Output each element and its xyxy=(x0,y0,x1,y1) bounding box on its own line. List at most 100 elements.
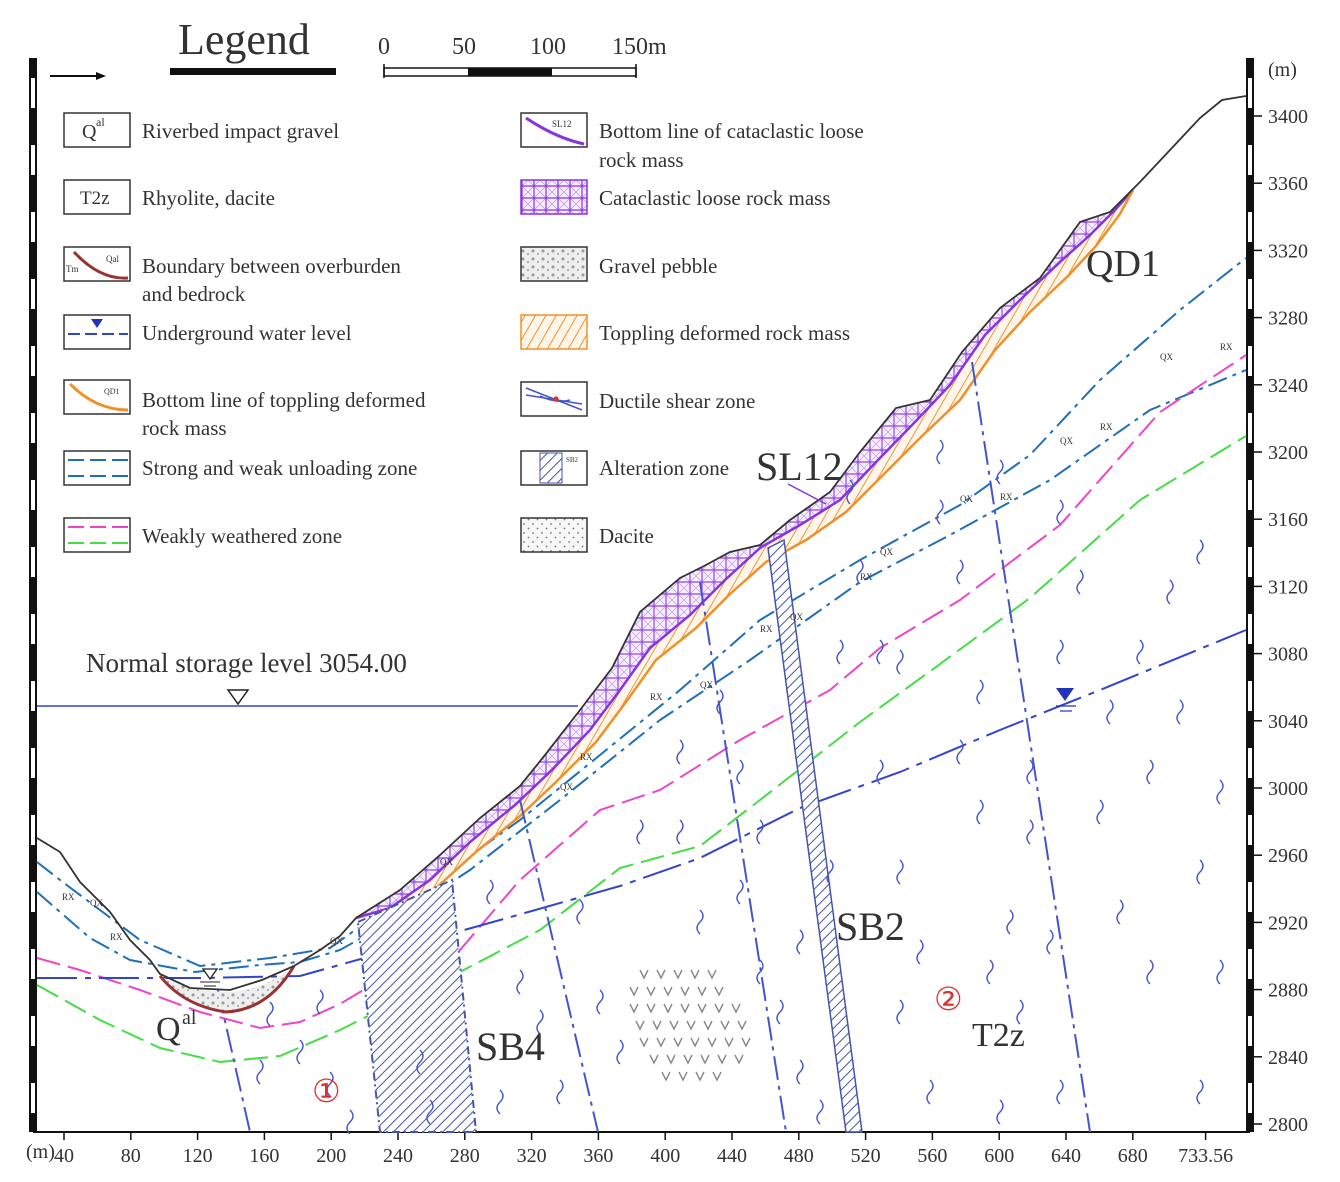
axis-bar-segment xyxy=(1248,882,1252,912)
legend-label: Bottom line of cataclastic loose xyxy=(599,119,864,143)
rhyolite-mark xyxy=(876,759,884,785)
unloading-tag-strong: QX xyxy=(700,680,713,690)
axis-bar-segment xyxy=(31,547,35,577)
y-tick-label: 3200 xyxy=(1268,442,1308,464)
rhyolite-mark xyxy=(756,819,764,845)
y-tick-label: 3160 xyxy=(1268,509,1308,531)
axis-bar-segment xyxy=(1248,949,1252,979)
overburden-boundary xyxy=(158,965,296,1014)
rhyolite-mark xyxy=(936,499,944,525)
rhyolite-mark xyxy=(826,859,834,885)
dacite-mark xyxy=(717,1054,727,1065)
legend-label-line2: rock mass xyxy=(142,416,227,440)
x-tick-label: 733.56 xyxy=(1178,1145,1233,1167)
scale-label-0: 0 xyxy=(378,34,390,60)
legend-title: Legend xyxy=(178,15,310,64)
dacite-mark xyxy=(663,986,673,997)
dacite-mark xyxy=(639,1037,649,1048)
axis-bar-segment xyxy=(1248,815,1252,845)
dacite-mark xyxy=(686,1020,696,1031)
qal-label-sup: al xyxy=(182,1007,197,1029)
axis-bar-segment xyxy=(1248,78,1252,108)
legend-item-riverbed: Q al Riverbed impact gravel xyxy=(63,112,339,148)
rhyolite-mark xyxy=(556,1079,564,1105)
alteration-zone-sb4 xyxy=(356,878,478,1133)
legend-symbol-toppling xyxy=(520,314,588,350)
legend-item-weathered: Weakly weathered zone xyxy=(63,517,342,553)
axis-bar-segment xyxy=(31,279,35,309)
rhyolite-mark xyxy=(676,819,684,845)
rhyolite-mark xyxy=(676,739,684,765)
scale-label-150m: 150m xyxy=(612,34,667,60)
rhyolite-mark xyxy=(696,909,704,935)
dacite-mark xyxy=(683,1054,693,1065)
unloading-tag-strong: QX xyxy=(880,547,893,557)
axis-bar-segment xyxy=(31,145,35,175)
legend-symbol-text: SL12 xyxy=(552,119,572,129)
legend-symbol-sup: al xyxy=(96,115,105,129)
y-tick-labels: 3400 3360 3320 3280 3240 3200 3160 3120 3080 3040… xyxy=(1268,106,1308,1136)
storage-level-marker xyxy=(226,689,250,706)
unloading-tag-strong: QX xyxy=(330,936,343,946)
axis-bar-segment xyxy=(1248,1083,1252,1113)
x-tick-label: 120 xyxy=(183,1145,213,1167)
y-tick-label: 3280 xyxy=(1268,308,1308,330)
rhyolite-mark xyxy=(266,1001,274,1027)
unloading-tag-strong: QX xyxy=(1160,352,1173,362)
dacite-mark xyxy=(714,1003,724,1014)
x-tick-marks xyxy=(63,1132,1207,1140)
axis-bar-segment xyxy=(31,748,35,778)
dacite-mark xyxy=(649,1054,659,1065)
dacite-mark xyxy=(669,1020,679,1031)
legend-label: Riverbed impact gravel xyxy=(142,119,339,143)
x-tick-label: 40 xyxy=(54,1145,74,1167)
legend-symbol-text-2: Qal xyxy=(106,254,119,264)
scale-bar: 0 50 100 150m xyxy=(378,34,667,78)
legend-label: Boundary between overburden xyxy=(142,254,401,278)
rhyolite-mark xyxy=(846,479,854,505)
dacite-mark xyxy=(629,986,639,997)
legend-label: Alteration zone xyxy=(599,456,729,480)
unloading-tag-weak: RX xyxy=(1220,342,1233,352)
rhyolite-mark xyxy=(1076,569,1084,595)
rhyolite-mark xyxy=(426,1099,434,1125)
legend-symbol-text: SB2 xyxy=(566,456,579,464)
rhyolite-mark xyxy=(416,1049,424,1075)
rhyolite-mark xyxy=(296,1039,304,1065)
x-tick-labels: 40 80 120 160 200 240 280 320 360 400 440 480 520 560… xyxy=(54,1145,1233,1167)
unloading-tag-weak: RX xyxy=(760,624,773,634)
groundwater-line xyxy=(37,629,1247,979)
dacite-mark xyxy=(737,1020,747,1031)
legend-label-line2: and bedrock xyxy=(142,282,246,306)
unloading-tag-strong: QX xyxy=(560,782,573,792)
y-axis-unit: (m) xyxy=(1268,59,1297,81)
legend-item-alteration: SB2 Alteration zone xyxy=(520,450,729,486)
x-tick-label: 320 xyxy=(517,1145,547,1167)
axis-frame: 40 80 120 160 200 240 280 320 360 400 440 480 520 560… xyxy=(26,58,1308,1167)
y-tick-label: 3080 xyxy=(1268,644,1308,666)
dacite-mark xyxy=(703,1020,713,1031)
rhyolite-mark xyxy=(616,1039,624,1065)
rhyolite-mark xyxy=(996,1099,1004,1125)
rhyolite-mark xyxy=(976,679,984,705)
x-tick-label: 280 xyxy=(450,1145,480,1167)
rhyolite-mark xyxy=(896,859,904,885)
legend-symbol-weathered xyxy=(63,517,131,553)
legend-item-topbottom: QD1 Bottom line of toppling deformed roc… xyxy=(63,379,426,440)
legend-label: Bottom line of toppling deformed xyxy=(142,388,426,412)
legend-symbol-text: Q xyxy=(82,121,97,143)
legend-symbol-cataclastic xyxy=(520,179,588,215)
unloading-tag-strong: QX xyxy=(440,857,453,867)
x-tick-label: 680 xyxy=(1118,1145,1148,1167)
rhyolite-mark xyxy=(1116,899,1124,925)
axis-bar-segment xyxy=(31,815,35,845)
rhyolite-mark xyxy=(716,689,724,715)
rhyolite-mark xyxy=(1106,699,1114,725)
x-tick-label: 360 xyxy=(583,1145,613,1167)
legend-symbol-gravel xyxy=(520,246,588,282)
rhyolite-mark xyxy=(636,819,644,845)
legend-right-column: SL12 Bottom line of cataclastic loose ro… xyxy=(520,112,864,553)
x-tick-label: 640 xyxy=(1051,1145,1081,1167)
unloading-tag-weak: RX xyxy=(580,752,593,762)
legend-symbol-dacite xyxy=(520,517,588,553)
